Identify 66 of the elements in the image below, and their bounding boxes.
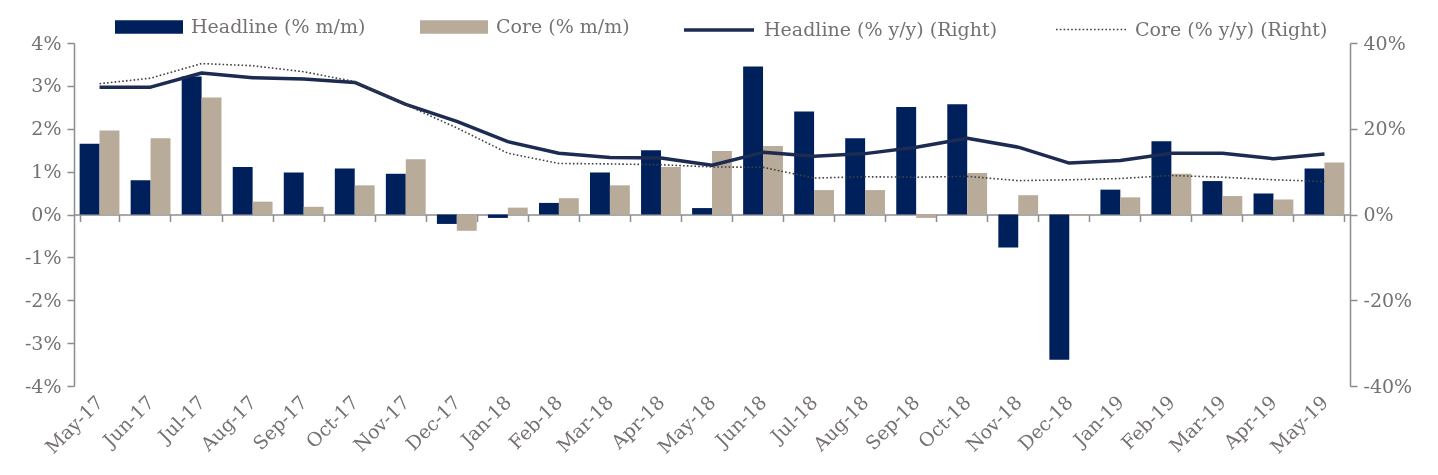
y-tick-label: 4% xyxy=(31,31,62,54)
y-tick-label: -3% xyxy=(24,331,62,354)
legend-label: Headline (% y/y) (Right) xyxy=(764,18,998,40)
bar xyxy=(794,111,815,215)
bar xyxy=(507,207,528,215)
y-tick-label: 1% xyxy=(31,160,62,183)
bar xyxy=(967,172,988,215)
bar xyxy=(1202,181,1223,215)
bar xyxy=(79,143,100,215)
bar xyxy=(712,151,732,215)
bar xyxy=(252,201,273,215)
bar xyxy=(1151,141,1172,215)
legend-label: Core (% m/m) xyxy=(496,15,630,37)
y-tick-label: 0% xyxy=(31,203,62,225)
bar xyxy=(1018,195,1039,215)
bar xyxy=(99,130,120,215)
bar xyxy=(232,166,253,215)
bar xyxy=(1171,173,1192,215)
bar xyxy=(743,66,764,215)
bar xyxy=(405,159,426,215)
y2-tick-label: -20% xyxy=(1363,288,1413,311)
bar xyxy=(181,76,202,215)
bar xyxy=(283,172,304,215)
bar xyxy=(609,185,630,215)
bar xyxy=(334,168,355,215)
bar xyxy=(538,202,559,215)
bar xyxy=(845,138,866,215)
bar xyxy=(763,145,783,215)
bar xyxy=(660,166,681,215)
bar xyxy=(201,97,222,215)
bar xyxy=(947,104,968,215)
y2-tick-label: 20% xyxy=(1363,117,1406,140)
bar xyxy=(1253,193,1274,215)
bar xyxy=(385,173,406,215)
bar xyxy=(1049,214,1070,360)
bar xyxy=(998,214,1019,248)
bar xyxy=(1304,168,1325,215)
bar xyxy=(1222,196,1243,215)
y2-tick-label: -40% xyxy=(1363,374,1413,397)
bar xyxy=(1100,189,1121,215)
bar xyxy=(456,214,477,231)
y-tick-label: 3% xyxy=(31,74,62,97)
legend-label: Core (% y/y) (Right) xyxy=(1135,17,1328,40)
bar xyxy=(590,172,610,215)
y-tick-label: -1% xyxy=(24,245,62,268)
bar xyxy=(150,138,171,215)
y2-tick-label: 40% xyxy=(1363,31,1406,54)
bar xyxy=(303,206,324,215)
y2-tick-label: 0% xyxy=(1363,203,1394,225)
bar xyxy=(558,198,579,215)
bar xyxy=(130,180,151,215)
y-tick-label: 2% xyxy=(31,117,62,140)
bar xyxy=(896,106,917,215)
bar xyxy=(1324,162,1345,215)
bar xyxy=(641,150,661,215)
legend-label: Headline (% m/m) xyxy=(191,15,366,37)
y-tick-label: -2% xyxy=(24,288,62,311)
y-tick-label: -4% xyxy=(24,374,62,397)
line-series xyxy=(97,71,1327,167)
bar xyxy=(814,190,834,215)
bar xyxy=(436,214,457,224)
bar xyxy=(1120,197,1141,215)
bar xyxy=(354,185,375,215)
bar xyxy=(1273,199,1294,215)
bar xyxy=(692,208,712,215)
bar xyxy=(865,190,886,215)
